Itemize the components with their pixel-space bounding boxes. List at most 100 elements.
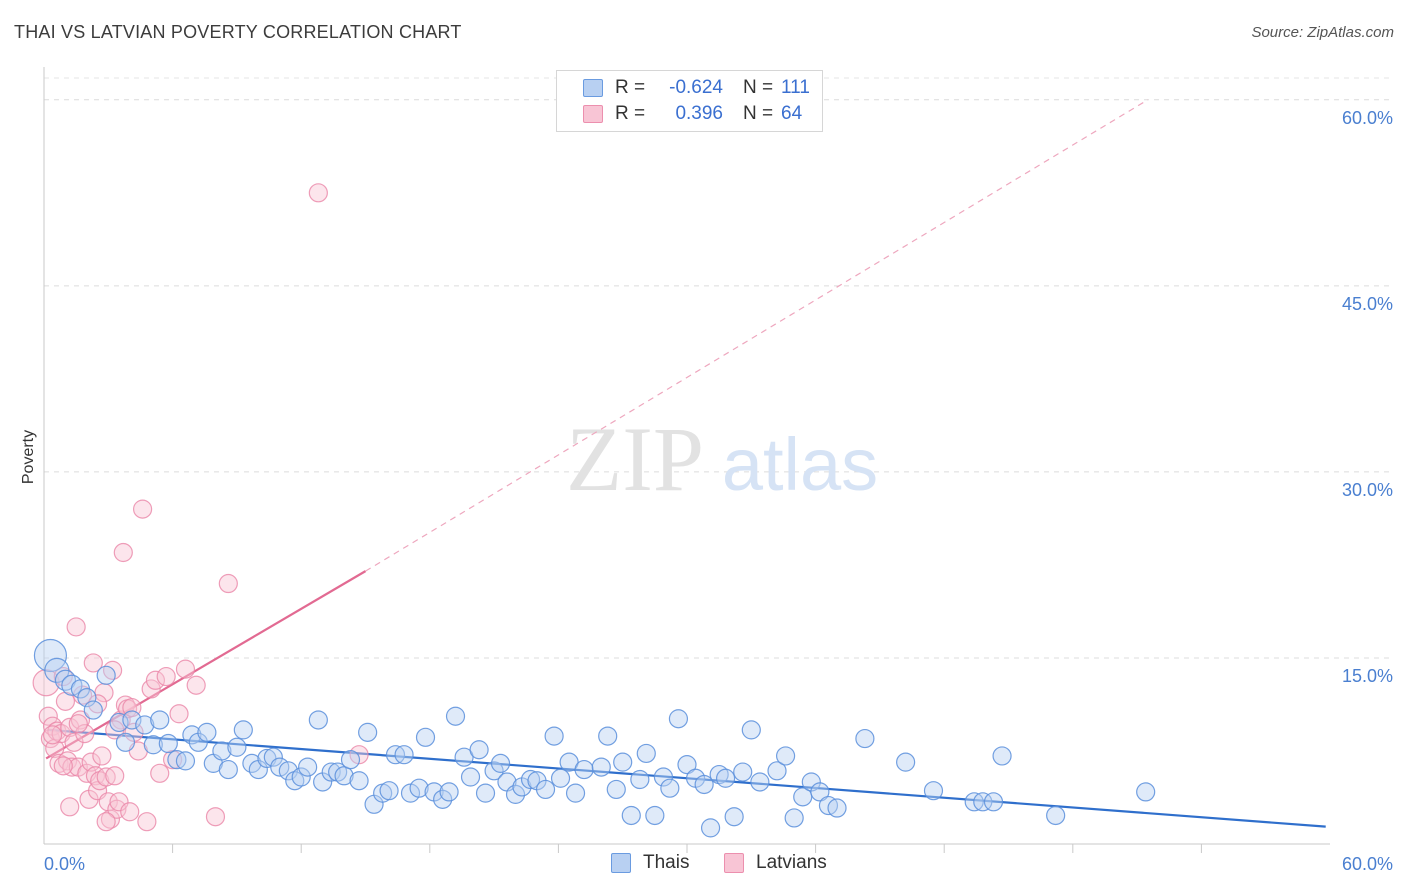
x-tick-labels: 0.0% 60.0% bbox=[44, 854, 1393, 874]
point-latvians bbox=[42, 725, 63, 745]
point-thais bbox=[923, 781, 944, 801]
legend-n-value: 111 bbox=[781, 77, 810, 98]
point-thais bbox=[394, 745, 414, 765]
x-tick-label: 60.0% bbox=[1342, 854, 1393, 874]
point-thais bbox=[212, 741, 232, 761]
point-thais bbox=[724, 807, 744, 827]
point-thais bbox=[122, 710, 142, 730]
legend-n-label: N = bbox=[743, 77, 774, 98]
point-thais bbox=[750, 772, 770, 792]
series-legend-latvians[interactable]: Latvians bbox=[724, 852, 827, 874]
point-thais bbox=[143, 735, 163, 755]
point-thais bbox=[574, 759, 594, 780]
point-latvians bbox=[105, 766, 125, 786]
point-latvians bbox=[92, 746, 112, 766]
point-thais bbox=[469, 740, 489, 760]
point-thais bbox=[135, 715, 155, 735]
legend-n-label: N = bbox=[743, 103, 774, 124]
point-thais bbox=[490, 753, 511, 773]
point-thais bbox=[158, 733, 178, 754]
point-thais bbox=[733, 762, 753, 782]
point-thais bbox=[606, 779, 626, 800]
point-latvians bbox=[32, 669, 60, 697]
point-thais bbox=[460, 767, 481, 787]
point-thais bbox=[505, 784, 526, 804]
trend-line-latvians bbox=[45, 570, 367, 760]
point-latvians bbox=[102, 660, 123, 680]
point-thais bbox=[379, 781, 399, 801]
point-latvians bbox=[66, 617, 86, 637]
point-thais bbox=[621, 805, 641, 826]
point-thais bbox=[677, 755, 697, 775]
point-thais bbox=[96, 665, 116, 685]
point-latvians bbox=[308, 183, 328, 203]
point-latvians bbox=[132, 499, 153, 519]
point-thais bbox=[484, 761, 504, 781]
point-thais bbox=[475, 783, 496, 803]
point-latvians bbox=[96, 812, 116, 832]
point-thais bbox=[992, 746, 1012, 766]
grid-lines bbox=[44, 77, 1392, 659]
point-thais bbox=[358, 722, 378, 742]
point-latvians bbox=[169, 704, 189, 724]
point-thais bbox=[613, 752, 633, 772]
legend-r-label: R = bbox=[615, 77, 646, 98]
point-latvians bbox=[83, 653, 103, 673]
point-thais bbox=[973, 792, 993, 812]
legend-r-value: 0.396 bbox=[675, 103, 723, 124]
legend-r-value: -0.624 bbox=[669, 77, 723, 98]
point-thais bbox=[630, 769, 650, 790]
point-thais bbox=[175, 751, 196, 771]
point-thais bbox=[197, 722, 217, 742]
point-thais bbox=[308, 710, 328, 730]
watermark: ZIP atlas bbox=[566, 408, 878, 510]
y-tick-label: 15.0% bbox=[1342, 666, 1393, 686]
y-tick-label: 30.0% bbox=[1342, 480, 1393, 500]
trend-line-latvians-extension bbox=[365, 99, 1149, 572]
point-thais bbox=[694, 774, 714, 795]
point-latvians bbox=[145, 670, 166, 690]
point-thais bbox=[700, 818, 721, 838]
legend-row-thais: R = -0.624 N = 111 bbox=[583, 75, 810, 101]
point-thais bbox=[827, 798, 847, 818]
point-thais bbox=[227, 737, 247, 757]
series-legend-label: Latvians bbox=[756, 852, 827, 873]
point-thais bbox=[298, 757, 318, 777]
point-latvians bbox=[53, 756, 73, 776]
point-thais bbox=[810, 782, 830, 802]
axes bbox=[43, 67, 1330, 853]
series-swatch-thais bbox=[611, 853, 631, 873]
point-latvians bbox=[68, 714, 88, 734]
point-latvians bbox=[109, 792, 129, 812]
point-thais bbox=[83, 700, 103, 720]
series-legend-thais[interactable]: Thais bbox=[611, 852, 689, 874]
point-thais bbox=[150, 710, 170, 730]
legend-swatch-thais bbox=[583, 79, 603, 97]
point-thais bbox=[340, 750, 361, 770]
point-thais bbox=[115, 732, 136, 752]
point-thais bbox=[520, 769, 541, 790]
point-thais bbox=[645, 805, 665, 826]
point-latvians bbox=[113, 542, 133, 563]
point-thais bbox=[535, 779, 556, 800]
y-tick-labels: 15.0% 30.0% 45.0% 60.0% bbox=[1342, 108, 1393, 686]
y-tick-label: 60.0% bbox=[1342, 108, 1393, 128]
legend-n-value: 64 bbox=[781, 103, 803, 124]
point-thais bbox=[598, 726, 618, 746]
y-axis-label: Poverty bbox=[20, 430, 37, 484]
point-thais bbox=[291, 767, 311, 787]
series-legend-label: Thais bbox=[643, 852, 690, 873]
point-thais bbox=[715, 768, 736, 788]
y-tick-label: 45.0% bbox=[1342, 294, 1393, 314]
series-swatch-latvians bbox=[724, 853, 744, 873]
point-thais bbox=[433, 789, 453, 809]
point-latvians bbox=[205, 807, 226, 827]
point-thais bbox=[550, 768, 571, 788]
point-latvians bbox=[137, 812, 157, 832]
watermark-zip: ZIP bbox=[566, 408, 704, 510]
point-latvians bbox=[150, 763, 170, 783]
point-thais bbox=[218, 759, 238, 780]
point-thais bbox=[445, 706, 466, 726]
point-thais bbox=[409, 778, 429, 798]
